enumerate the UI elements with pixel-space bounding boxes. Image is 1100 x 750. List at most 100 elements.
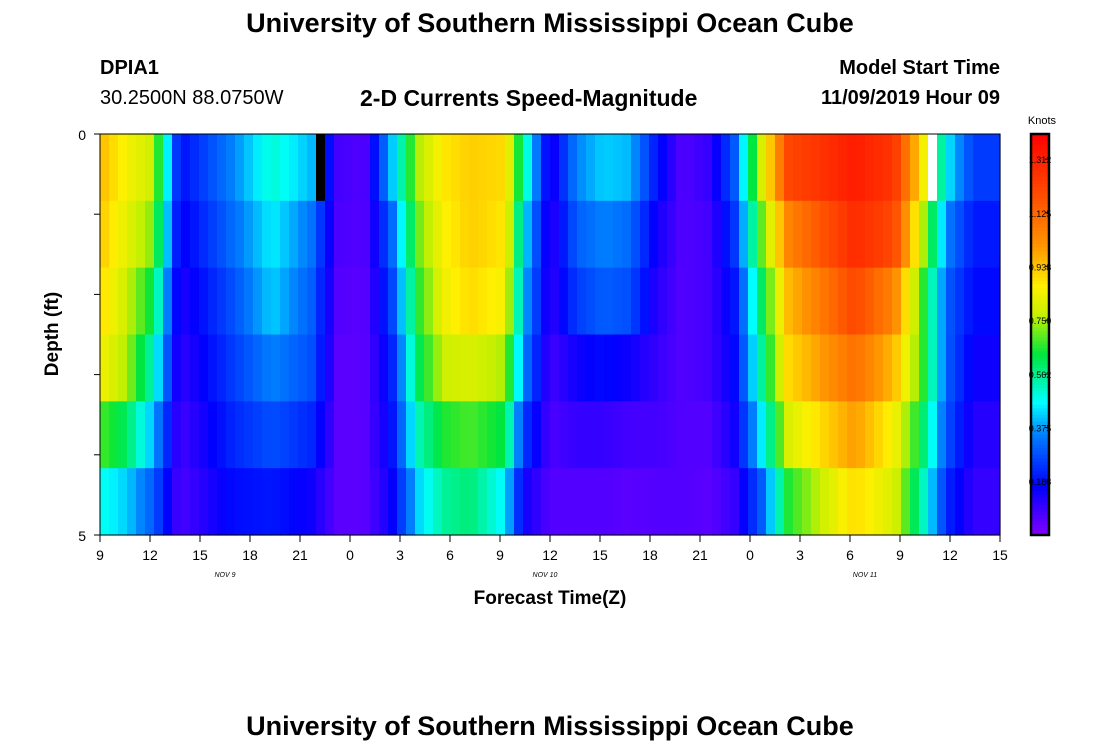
heatmap-cell xyxy=(370,134,380,202)
heatmap-cell xyxy=(793,267,803,336)
x-tick-label: 12 xyxy=(142,547,158,563)
heatmap-cell xyxy=(910,468,920,536)
colorbar-segment xyxy=(1031,401,1049,406)
heatmap-cell xyxy=(100,401,110,469)
heatmap-cell xyxy=(730,200,740,269)
heatmap-cell xyxy=(217,200,227,269)
colorbar-segment xyxy=(1031,220,1049,225)
colorbar-segment xyxy=(1031,484,1049,489)
heatmap-cell xyxy=(145,200,155,269)
heatmap-cell xyxy=(568,134,578,202)
colorbar-segment xyxy=(1031,531,1049,536)
heatmap-cell xyxy=(694,200,704,269)
heatmap-cell xyxy=(199,468,209,536)
heatmap-cell xyxy=(631,267,641,336)
heatmap-cell xyxy=(118,401,128,469)
heatmap-cell xyxy=(559,267,569,336)
colorbar-segment xyxy=(1031,331,1049,336)
colorbar-segment xyxy=(1031,217,1049,222)
heatmap-cell xyxy=(568,200,578,269)
colorbar-segment xyxy=(1031,190,1049,195)
heatmap-cell xyxy=(109,200,119,269)
heatmap-cell xyxy=(802,200,812,269)
heatmap-cell xyxy=(676,267,686,336)
heatmap-cell xyxy=(838,267,848,336)
heatmap-cell xyxy=(532,267,542,336)
heatmap-cell xyxy=(964,334,974,402)
heatmap-cell xyxy=(442,468,452,536)
heatmap-cell xyxy=(271,334,281,402)
colorbar-segment xyxy=(1031,488,1049,493)
heatmap-cell xyxy=(469,468,479,536)
heatmap-cell xyxy=(379,200,389,269)
heatmap-cell xyxy=(460,267,470,336)
heatmap-cell xyxy=(397,334,407,402)
heatmap-cell xyxy=(523,134,533,202)
heatmap-cell xyxy=(451,200,461,269)
heatmap-cell xyxy=(649,134,659,202)
heatmap-cell xyxy=(145,267,155,336)
heatmap-cell xyxy=(658,334,668,402)
heatmap-cell xyxy=(577,468,587,536)
heatmap-cell xyxy=(811,401,821,469)
heatmap-cell xyxy=(514,200,524,269)
heatmap-cell xyxy=(685,200,695,269)
heatmap-cell xyxy=(154,134,164,202)
heatmap-cell xyxy=(388,334,398,402)
heatmap-cell xyxy=(469,334,479,402)
heatmap-cell xyxy=(172,468,182,536)
colorbar-segment xyxy=(1031,234,1049,239)
heatmap-cell xyxy=(181,334,191,402)
colorbar-segment xyxy=(1031,324,1049,329)
heatmap-cell xyxy=(901,468,911,536)
heatmap-cell xyxy=(406,134,416,202)
heatmap-cell xyxy=(757,134,767,202)
heatmap-cell xyxy=(874,134,884,202)
heatmap-cell xyxy=(307,468,317,536)
colorbar-segment xyxy=(1031,321,1049,326)
heatmap-cell xyxy=(766,401,776,469)
heatmap-cell xyxy=(676,200,686,269)
heatmap-cell xyxy=(217,468,227,536)
colorbar-segment xyxy=(1031,431,1049,436)
x-tick-label: 18 xyxy=(242,547,258,563)
heatmap-cell xyxy=(982,267,992,336)
heatmap-cell xyxy=(316,200,326,269)
heatmap-cell xyxy=(928,468,938,536)
heatmap-cell xyxy=(316,334,326,402)
heatmap-cell xyxy=(973,200,983,269)
heatmap-cell xyxy=(307,200,317,269)
heatmap-cell xyxy=(325,200,335,269)
heatmap-cell xyxy=(433,334,443,402)
heatmap-cell xyxy=(316,468,326,536)
heatmap-cell xyxy=(703,468,713,536)
heatmap-cell xyxy=(667,267,677,336)
heatmap-cell xyxy=(298,134,308,202)
heatmap-cell xyxy=(289,468,299,536)
heatmap-cell xyxy=(892,200,902,269)
heatmap-cell xyxy=(613,200,623,269)
heatmap-cell xyxy=(145,468,155,536)
heatmap-cell xyxy=(910,401,920,469)
heatmap-cell xyxy=(730,267,740,336)
heatmap-cell xyxy=(361,468,371,536)
heatmap-cell xyxy=(280,334,290,402)
heatmap-cell xyxy=(613,334,623,402)
colorbar-segment xyxy=(1031,414,1049,419)
station-coordinates: 30.2500N 88.0750W xyxy=(100,87,284,109)
heatmap-cell xyxy=(721,200,731,269)
colorbar-segment xyxy=(1031,367,1049,372)
heatmap-cell xyxy=(397,468,407,536)
x-tick-label: 0 xyxy=(746,547,754,563)
heatmap-cell xyxy=(676,401,686,469)
heatmap-cell xyxy=(946,200,956,269)
heatmap-cell xyxy=(388,134,398,202)
heatmap-cell xyxy=(955,267,965,336)
heatmap-cell xyxy=(262,468,272,536)
colorbar-segment xyxy=(1031,291,1049,295)
heatmap-cell xyxy=(910,134,920,202)
heatmap-cell xyxy=(109,468,119,536)
heatmap-cell xyxy=(361,200,371,269)
colorbar-segment xyxy=(1031,137,1049,142)
colorbar-segment xyxy=(1031,344,1049,349)
